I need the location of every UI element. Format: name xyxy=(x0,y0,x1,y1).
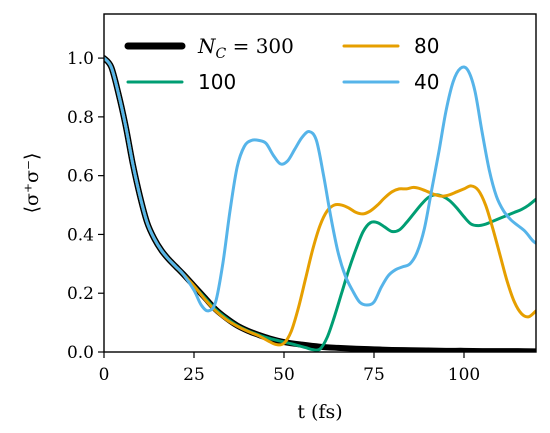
series-line-n-c-300 xyxy=(104,55,536,352)
y-tick-label: 0.0 xyxy=(67,343,94,363)
series-line-40 xyxy=(104,56,536,313)
series-line-100 xyxy=(104,56,536,352)
legend: NC = 300 100 80 40 xyxy=(124,34,439,94)
x-tick-label: 50 xyxy=(273,365,295,385)
y-tick-label: 1.0 xyxy=(67,49,94,69)
y-tick-label: 0.2 xyxy=(67,284,94,304)
series-layer xyxy=(104,55,536,352)
y-tick-label: 0.6 xyxy=(67,167,94,187)
legend-label: 80 xyxy=(414,34,439,58)
plot-frame xyxy=(103,13,537,353)
y-tick-label: 0.8 xyxy=(67,108,94,128)
x-axis-label: t (fs) xyxy=(297,401,342,423)
axis-ticks: 0 25 50 75 100 0.0 0.2 0.4 0.6 0.8 1.0 xyxy=(67,49,480,385)
x-tick-label: 0 xyxy=(99,365,110,385)
x-tick-label: 25 xyxy=(183,365,205,385)
legend-label: 40 xyxy=(414,70,439,94)
legend-label: NC = 300 xyxy=(197,34,294,62)
x-tick-label: 75 xyxy=(363,365,385,385)
legend-label: 100 xyxy=(198,70,236,94)
y-axis-label: ⟨σ⁺σ⁻⟩ xyxy=(21,153,43,214)
x-tick-label: 100 xyxy=(448,365,480,385)
series-line-80 xyxy=(104,56,536,347)
y-tick-label: 0.4 xyxy=(67,225,94,245)
